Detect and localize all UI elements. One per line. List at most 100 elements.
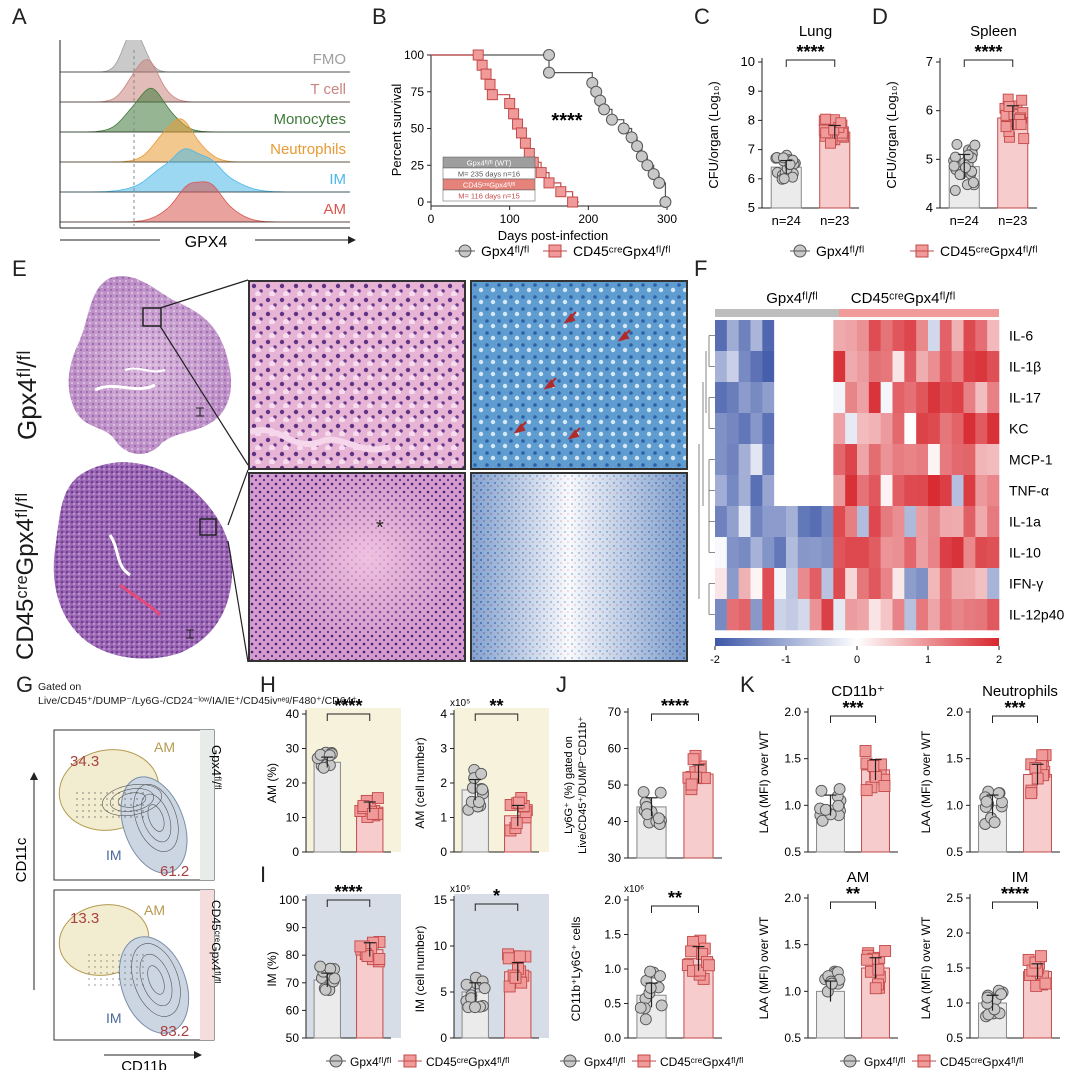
heatmap-cell bbox=[821, 382, 834, 414]
legend-j-wt: Gpx4ᶠˡ/ᶠˡ bbox=[584, 1055, 625, 1069]
y-tick-label: 60 bbox=[608, 742, 622, 756]
point-wt bbox=[988, 816, 1001, 829]
y-tick-label: 50 bbox=[286, 1031, 300, 1045]
survival-point-wt bbox=[625, 131, 638, 144]
survival-point-wt bbox=[631, 140, 644, 153]
heatmap-cell bbox=[939, 413, 952, 445]
y-axis-label: AM (%) bbox=[265, 763, 279, 803]
point-ko bbox=[825, 137, 836, 149]
heatmap-cell bbox=[715, 351, 728, 383]
point-ko bbox=[509, 971, 522, 984]
heatmap-cell bbox=[750, 506, 763, 538]
heatmap-cell bbox=[904, 537, 917, 569]
significance-bracket bbox=[326, 713, 371, 721]
significance-stars: ** bbox=[668, 888, 682, 908]
significance-stars: **** bbox=[796, 42, 824, 62]
y-axis-label: LAA (MFI) over WT bbox=[757, 916, 771, 1019]
heatmap-cell bbox=[809, 320, 822, 352]
heatmap-cell bbox=[987, 475, 1000, 507]
legend-cfu: Gpx4ᶠˡ/ᶠˡ CD45ᶜʳᵉGpx4ᶠˡ/ᶠˡ bbox=[790, 243, 1037, 259]
panel-e-wt-label: Gpx4ᶠˡ/ᶠˡ bbox=[12, 350, 42, 440]
heatmap-cell bbox=[762, 351, 775, 383]
y-tick-label: 6 bbox=[748, 171, 755, 186]
heatmap-cell bbox=[904, 475, 917, 507]
zoom-lines bbox=[159, 279, 249, 663]
significance-stars: **** bbox=[1001, 884, 1029, 904]
heatmap-cell bbox=[892, 537, 905, 569]
y-tick-label: 1.5 bbox=[784, 752, 801, 766]
histogram-label: Monocytes bbox=[273, 111, 346, 128]
legend-cd-wt: Gpx4ᶠˡ/ᶠˡ bbox=[816, 243, 864, 259]
heatmap-cell bbox=[809, 568, 822, 600]
wt-im-percent: 61.2 bbox=[160, 863, 189, 880]
panel-letter-k: K bbox=[740, 672, 755, 697]
n-label-ko: n=23 bbox=[998, 213, 1027, 228]
y-tick-label: 2.0 bbox=[784, 705, 801, 719]
he-wt-texture bbox=[250, 282, 464, 468]
heatmap-cell bbox=[975, 599, 988, 631]
survival-point-ko bbox=[543, 177, 555, 189]
heatmap-cell bbox=[951, 413, 964, 445]
survival-y-tick-label: 0 bbox=[417, 195, 424, 209]
point-ko bbox=[513, 950, 526, 963]
point-wt bbox=[472, 796, 485, 809]
scale-tick-label: 0 bbox=[854, 654, 860, 666]
heatmap-cell bbox=[726, 506, 739, 538]
heatmap-cell bbox=[774, 351, 787, 383]
panel-c-lung-cfu: 5 6 7 8 9 10 CFU/organ (Log₁₀) Lung **** n=24 n=23 bbox=[706, 23, 859, 228]
heatmap-cell bbox=[774, 382, 787, 414]
point-ko bbox=[879, 945, 892, 957]
heatmap-cell bbox=[928, 537, 941, 569]
y-axis-label: CFU/organ (Log₁₀) bbox=[706, 81, 721, 188]
point-wt bbox=[475, 767, 488, 780]
y-tick-label: 0.0 bbox=[604, 1031, 621, 1045]
legend-hi: Gpx4ᶠˡ/ᶠˡ CD45ᶜʳᵉGpx4ᶠˡ/ᶠˡ bbox=[326, 1054, 510, 1069]
survival-y-tick-label: 25 bbox=[411, 158, 425, 172]
survival-y-tick-label: 75 bbox=[411, 85, 425, 99]
heatmap-cell bbox=[809, 413, 822, 445]
legend-b-wt: Gpx4ᶠˡ/ᶠˡ bbox=[481, 243, 529, 259]
survival-point-ko bbox=[508, 108, 520, 120]
heatmap-cell bbox=[892, 413, 905, 445]
heatmap-cell bbox=[868, 444, 881, 476]
ihc-wt-texture bbox=[472, 282, 686, 468]
heatmap-cell bbox=[916, 444, 929, 476]
point-ko bbox=[685, 778, 698, 791]
heatmap-cell bbox=[715, 382, 728, 414]
y-tick-label: 5 bbox=[748, 200, 755, 215]
heatmap-cell bbox=[774, 320, 787, 352]
survival-point-wt bbox=[605, 113, 618, 126]
heatmap-cell bbox=[868, 475, 881, 507]
legend-b-ko: CD45ᶜʳᵉGpx4ᶠˡ/ᶠˡ bbox=[573, 243, 670, 259]
scale-tick-label: 2 bbox=[996, 654, 1002, 666]
bar-ko bbox=[819, 131, 851, 209]
heatmap-cell bbox=[951, 537, 964, 569]
point-wt bbox=[655, 999, 668, 1012]
heatmap-cell bbox=[868, 351, 881, 383]
heatmap-cell bbox=[821, 506, 834, 538]
heatmap-cell bbox=[880, 475, 893, 507]
point-wt bbox=[641, 808, 654, 821]
survival-point-wt bbox=[641, 159, 654, 172]
point-wt bbox=[832, 799, 845, 812]
point-ko bbox=[373, 953, 386, 965]
heatmap-group-bar-ko bbox=[839, 309, 999, 317]
heatmap-cell bbox=[857, 475, 870, 507]
heatmap-cell bbox=[892, 382, 905, 414]
heatmap-cell bbox=[904, 320, 917, 352]
heatmap-cell bbox=[833, 568, 846, 600]
heatmap-cell bbox=[797, 382, 810, 414]
y-tick-label: 0 bbox=[440, 845, 447, 859]
point-ko bbox=[685, 945, 698, 958]
heatmap-cell bbox=[904, 413, 917, 445]
y-tick-label: 1.0 bbox=[784, 984, 801, 998]
heatmap-cell bbox=[951, 351, 964, 383]
point-wt bbox=[644, 982, 657, 994]
heatmap-cell bbox=[750, 599, 763, 631]
heatmap-cell bbox=[774, 475, 787, 507]
panel-letter-e: E bbox=[12, 256, 27, 281]
scale-tick-label: -2 bbox=[710, 654, 720, 666]
heatmap-cell bbox=[845, 506, 858, 538]
